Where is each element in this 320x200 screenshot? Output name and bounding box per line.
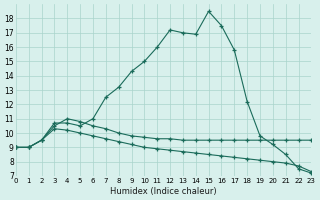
X-axis label: Humidex (Indice chaleur): Humidex (Indice chaleur) [110,187,217,196]
